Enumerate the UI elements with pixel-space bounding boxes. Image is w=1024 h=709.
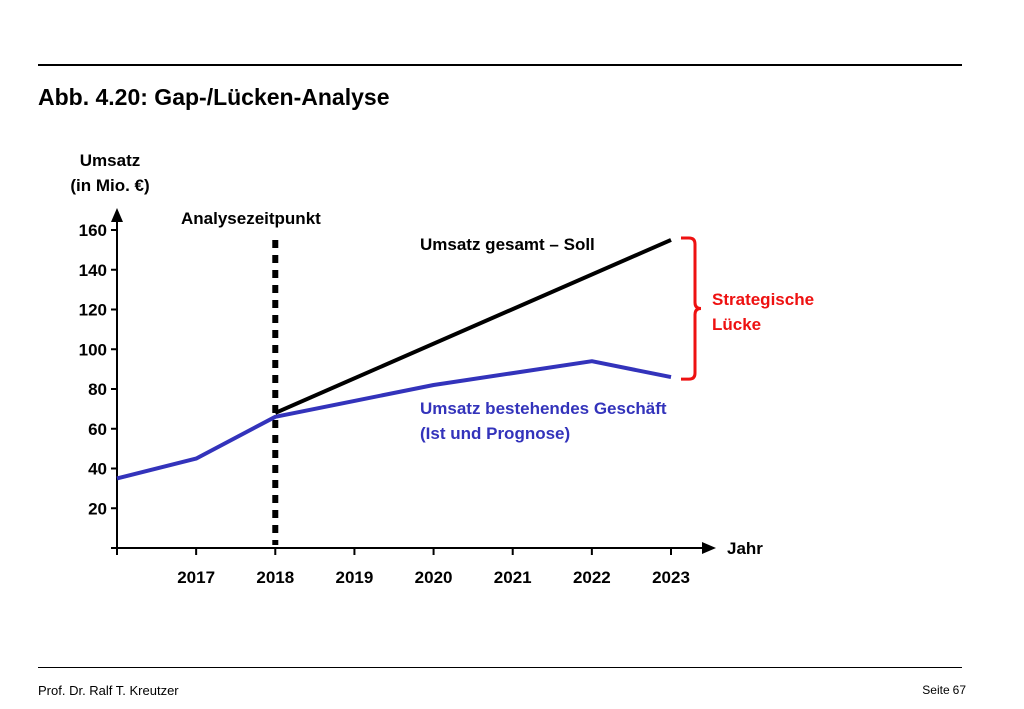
- x-axis-arrow: [702, 542, 716, 554]
- target-revenue-line: [274, 238, 672, 415]
- gap-label-line1: Strategische: [712, 290, 814, 309]
- y-tick-label: 140: [79, 261, 107, 280]
- slide-title: Abb. 4.20: Gap-/Lücken-Analyse: [38, 84, 390, 110]
- x-tick-label: 2020: [415, 568, 453, 587]
- target-series-label: Umsatz gesamt – Soll: [420, 235, 595, 254]
- x-tick-label: 2017: [177, 568, 215, 587]
- footer-page: Seite 67: [919, 683, 966, 697]
- y-tick-label: 40: [88, 460, 107, 479]
- x-tick-label: 2019: [336, 568, 374, 587]
- actual-series-label-line1: Umsatz bestehendes Geschäft: [420, 399, 667, 418]
- footer-page-number: 67: [952, 683, 966, 697]
- y-tick-label: 80: [88, 380, 107, 399]
- x-tick-label: 2021: [494, 568, 532, 587]
- y-tick-label: 120: [79, 301, 107, 320]
- y-axis-arrow: [111, 208, 123, 222]
- strategic-gap-bracket: [681, 236, 702, 381]
- y-tick-label: 160: [79, 221, 107, 240]
- x-axis-label: Jahr: [727, 539, 763, 558]
- footer-author: Prof. Dr. Ralf T. Kreutzer: [38, 683, 179, 698]
- actual-revenue-line: [116, 359, 672, 481]
- bottom-rule: [38, 667, 962, 668]
- gap-label-line2: Lücke: [712, 315, 761, 334]
- y-tick-label: 60: [88, 420, 107, 439]
- analysis-point-label: Analysezeitpunkt: [181, 209, 321, 228]
- footer-page-label: Seite: [922, 683, 950, 697]
- x-tick-label: 2018: [256, 568, 294, 587]
- y-tick-label: 100: [79, 340, 107, 359]
- y-axis-label-line1: Umsatz: [80, 151, 140, 170]
- actual-series-label-line2: (Ist und Prognose): [420, 424, 570, 443]
- x-tick-label: 2022: [573, 568, 611, 587]
- y-tick-label: 20: [88, 499, 107, 518]
- x-tick-label: 2023: [652, 568, 690, 587]
- top-rule: [38, 64, 962, 66]
- y-axis-label-line2: (in Mio. €): [70, 176, 149, 195]
